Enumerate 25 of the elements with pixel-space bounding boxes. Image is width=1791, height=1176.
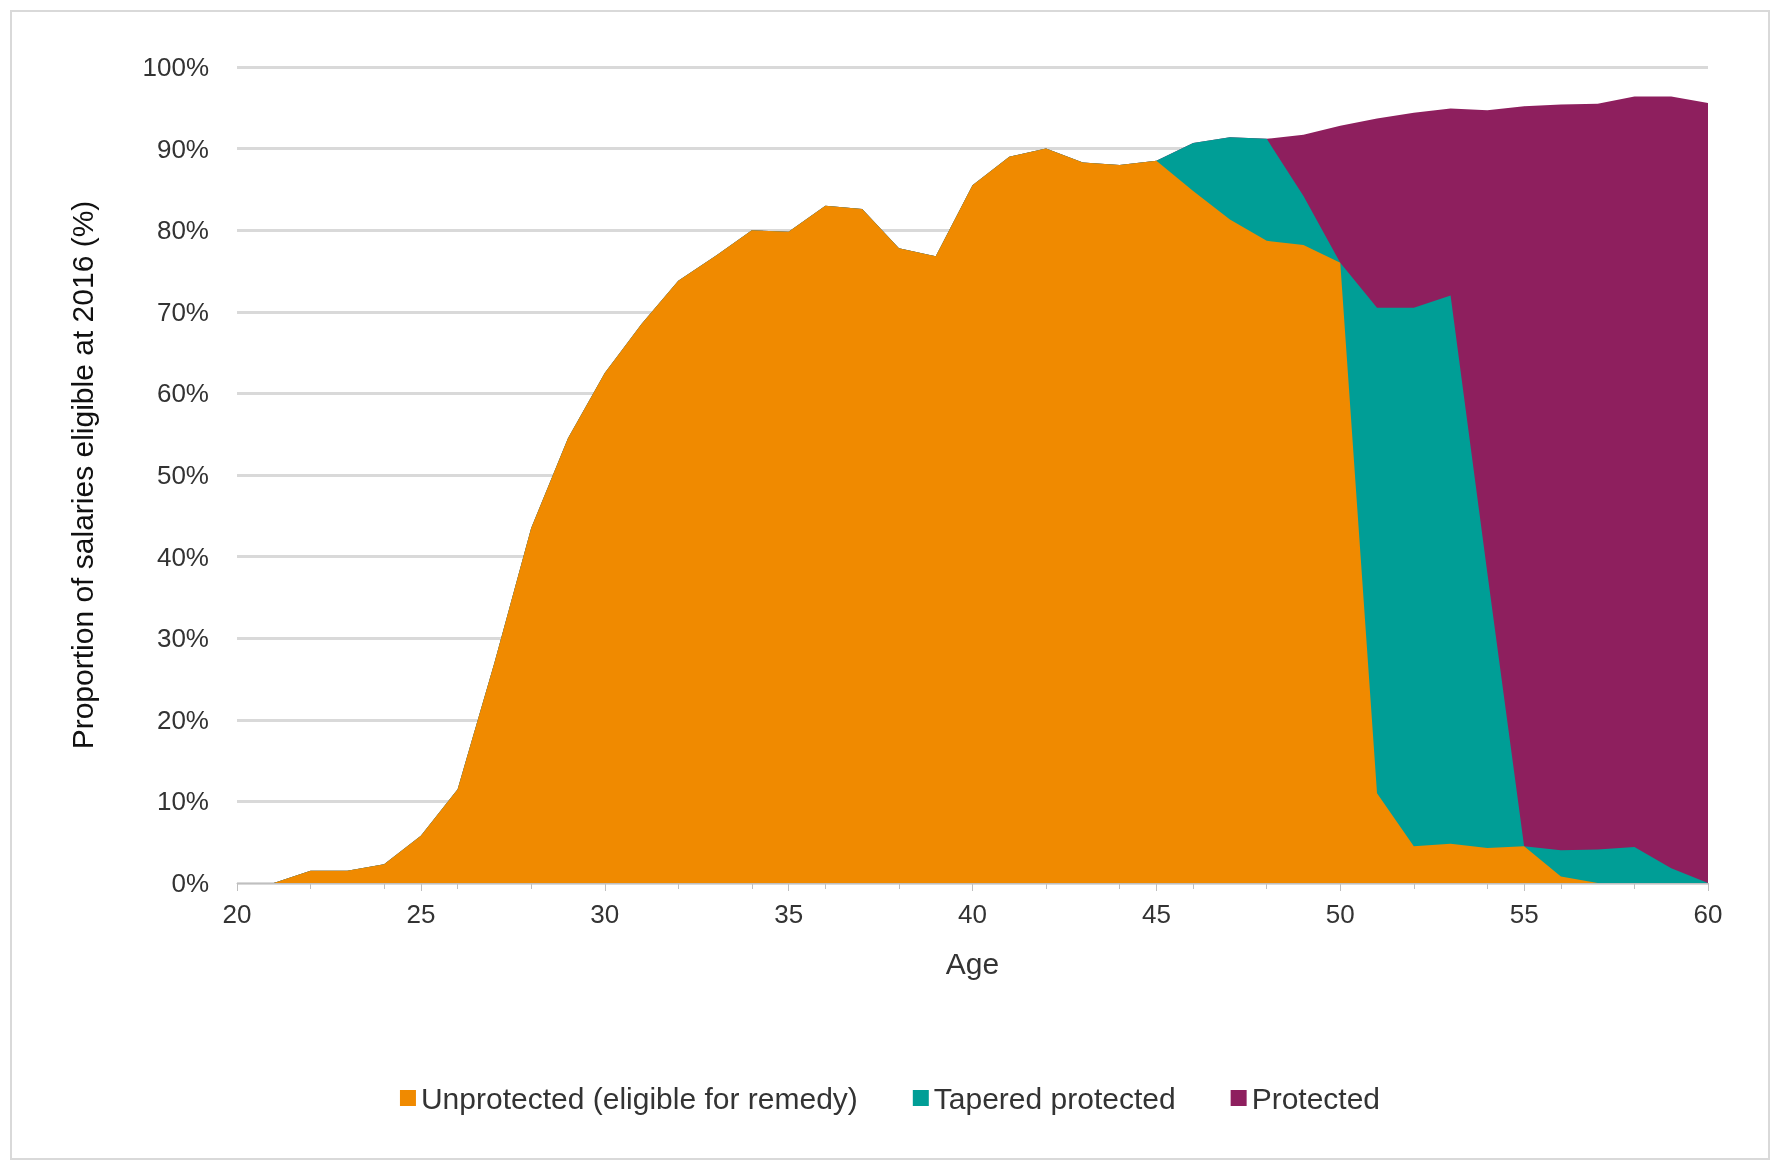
y-tick-label: 60% [156, 378, 209, 409]
x-tick-label: 55 [1509, 899, 1539, 929]
legend-label: Protected [1251, 1081, 1381, 1115]
y-tick-label: 10% [156, 786, 209, 817]
x-axis-title: Age [945, 946, 1000, 980]
y-tick-label: 100% [142, 52, 209, 82]
x-tick-label: 20 [222, 899, 252, 929]
x-tick-label: 25 [406, 899, 436, 929]
x-tick-label: 50 [1325, 899, 1355, 929]
x-tick-label: 35 [774, 899, 804, 929]
legend-label: Tapered protected [933, 1081, 1176, 1115]
y-tick-label: 0% [171, 868, 209, 898]
y-tick-label: 70% [156, 296, 209, 327]
y-tick-label: 90% [156, 133, 209, 164]
y-tick-label: 20% [156, 704, 209, 735]
y-tick-label: 80% [156, 215, 209, 246]
y-tick-label: 30% [156, 623, 209, 654]
y-tick-label: 50% [156, 460, 209, 490]
x-tick-label: 30 [590, 899, 620, 929]
x-tick-label: 60 [1693, 899, 1723, 929]
x-tick-label: 45 [1141, 899, 1171, 929]
y-tick-label: 40% [156, 541, 209, 572]
x-tick-label: 40 [958, 899, 987, 929]
legend-label: Unprotected (eligible for remedy) [420, 1081, 858, 1115]
y-axis-title: Proportion of salaries eligible at 2016 (%) [65, 200, 99, 750]
